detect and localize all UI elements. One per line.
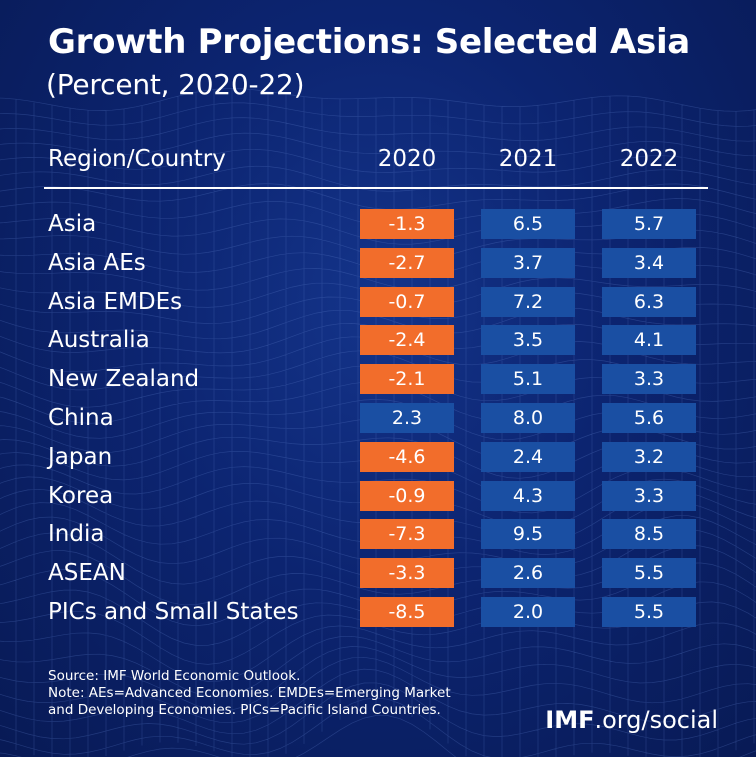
chart-subtitle: (Percent, 2020-22) (46, 68, 305, 101)
row-label: Japan (48, 444, 113, 470)
column-header-2020: 2020 (377, 146, 437, 172)
column-header-2021: 2021 (498, 146, 558, 172)
value-cell-2020: -2.4 (360, 325, 454, 355)
chart-title: Growth Projections: Selected Asia (48, 22, 690, 62)
table-row: China 2.3 8.0 5.6 (0, 403, 756, 433)
row-label: Korea (48, 483, 114, 509)
value-cell-2022: 5.7 (602, 209, 696, 239)
table-row: PICs and Small States -8.5 2.0 5.5 (0, 597, 756, 627)
table-row: Asia AEs -2.7 3.7 3.4 (0, 248, 756, 278)
value-cell-2022: 3.3 (602, 364, 696, 394)
value-cell-2021: 5.1 (481, 364, 575, 394)
footnotes: Source: IMF World Economic Outlook. Note… (48, 668, 451, 719)
value-cell-2021: 2.4 (481, 442, 575, 472)
value-cell-2022: 5.5 (602, 597, 696, 627)
value-cell-2022: 5.6 (602, 403, 696, 433)
column-header-2022: 2022 (619, 146, 679, 172)
table-row: New Zealand -2.1 5.1 3.3 (0, 364, 756, 394)
brand-imf: IMF (545, 706, 595, 734)
imf-social-link[interactable]: IMF.org/social (545, 706, 718, 734)
source-note: Source: IMF World Economic Outlook. (48, 668, 301, 684)
value-cell-2020: -3.3 (360, 558, 454, 588)
value-cell-2020: -0.9 (360, 481, 454, 511)
row-label: Asia (48, 211, 97, 237)
row-label: Australia (48, 327, 150, 353)
value-cell-2020: -4.6 (360, 442, 454, 472)
table-row: Asia -1.3 6.5 5.7 (0, 209, 756, 239)
value-cell-2021: 3.5 (481, 325, 575, 355)
abbreviation-note-line-1: Note: AEs=Advanced Economies. EMDEs=Emer… (48, 685, 451, 701)
row-label: India (48, 521, 105, 547)
table-row: ASEAN -3.3 2.6 5.5 (0, 558, 756, 588)
value-cell-2022: 8.5 (602, 519, 696, 549)
row-label: ASEAN (48, 560, 126, 586)
value-cell-2021: 4.3 (481, 481, 575, 511)
abbreviation-note-line-2: and Developing Economies. PICs=Pacific I… (48, 702, 441, 718)
value-cell-2020: -8.5 (360, 597, 454, 627)
value-cell-2022: 4.1 (602, 325, 696, 355)
header-divider (44, 187, 708, 189)
value-cell-2020: -0.7 (360, 287, 454, 317)
table-row: Korea -0.9 4.3 3.3 (0, 481, 756, 511)
value-cell-2021: 2.0 (481, 597, 575, 627)
brand-org-social: .org/social (594, 706, 718, 734)
row-label: Asia EMDEs (48, 289, 183, 315)
value-cell-2021: 3.7 (481, 248, 575, 278)
row-label: China (48, 405, 114, 431)
table-row: Australia -2.4 3.5 4.1 (0, 325, 756, 355)
value-cell-2021: 2.6 (481, 558, 575, 588)
column-header-region: Region/Country (48, 146, 226, 172)
value-cell-2022: 3.2 (602, 442, 696, 472)
value-cell-2021: 9.5 (481, 519, 575, 549)
value-cell-2021: 8.0 (481, 403, 575, 433)
value-cell-2020: 2.3 (360, 403, 454, 433)
value-cell-2020: -7.3 (360, 519, 454, 549)
table-row: Asia EMDEs -0.7 7.2 6.3 (0, 287, 756, 317)
value-cell-2022: 5.5 (602, 558, 696, 588)
value-cell-2022: 6.3 (602, 287, 696, 317)
value-cell-2020: -1.3 (360, 209, 454, 239)
value-cell-2020: -2.7 (360, 248, 454, 278)
row-label: Asia AEs (48, 250, 146, 276)
row-label: PICs and Small States (48, 599, 299, 625)
table-row: Japan -4.6 2.4 3.2 (0, 442, 756, 472)
value-cell-2022: 3.4 (602, 248, 696, 278)
table-row: India -7.3 9.5 8.5 (0, 519, 756, 549)
value-cell-2021: 6.5 (481, 209, 575, 239)
value-cell-2020: -2.1 (360, 364, 454, 394)
value-cell-2021: 7.2 (481, 287, 575, 317)
value-cell-2022: 3.3 (602, 481, 696, 511)
row-label: New Zealand (48, 366, 200, 392)
